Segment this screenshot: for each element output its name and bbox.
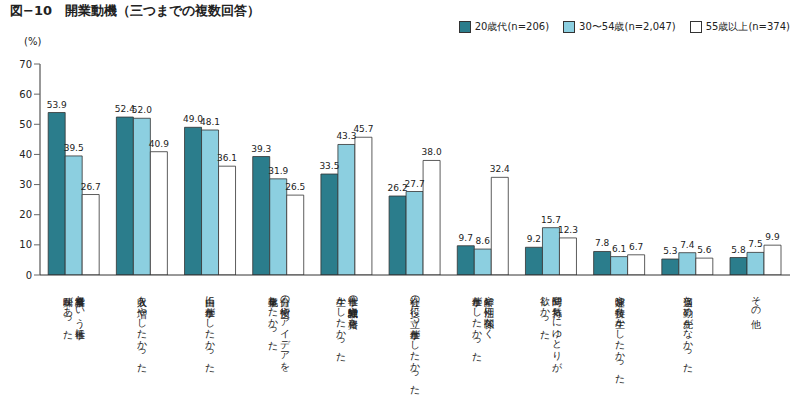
svg-text:39.5: 39.5 bbox=[64, 143, 84, 153]
svg-text:52.4: 52.4 bbox=[114, 104, 135, 115]
svg-text:事業化したかった: 事業化したかった bbox=[267, 289, 278, 351]
svg-text:6.1: 6.1 bbox=[612, 244, 626, 254]
svg-text:社会の役に立つ仕事がしたかった: 社会の役に立つ仕事がしたかった bbox=[409, 289, 421, 395]
svg-text:趣味や特技を生かしたかった: 趣味や特技を生かしたかった bbox=[614, 289, 625, 384]
svg-text:収入を増やしたかった: 収入を増やしたかった bbox=[137, 289, 148, 373]
svg-text:50: 50 bbox=[19, 119, 32, 130]
svg-text:7.4: 7.4 bbox=[680, 240, 695, 250]
svg-text:40: 40 bbox=[19, 149, 32, 160]
svg-text:自由に仕事がしたかった: 自由に仕事がしたかった bbox=[204, 289, 216, 373]
svg-text:7.8: 7.8 bbox=[595, 238, 610, 248]
svg-text:43.3: 43.3 bbox=[336, 131, 357, 142]
svg-text:その他: その他 bbox=[750, 289, 761, 330]
svg-text:5.6: 5.6 bbox=[697, 245, 712, 255]
svg-text:6.7: 6.7 bbox=[629, 242, 643, 252]
svg-text:8.6: 8.6 bbox=[476, 236, 491, 246]
svg-text:0: 0 bbox=[26, 270, 32, 281]
svg-text:32.4: 32.4 bbox=[490, 164, 510, 174]
svg-text:7.5: 7.5 bbox=[748, 239, 762, 249]
svg-text:48.1: 48.1 bbox=[200, 117, 220, 127]
svg-text:39.3: 39.3 bbox=[251, 144, 271, 154]
svg-text:26.7: 26.7 bbox=[81, 182, 101, 192]
svg-text:生かしたかった: 生かしたかった bbox=[335, 289, 346, 362]
svg-text:26.5: 26.5 bbox=[285, 182, 305, 192]
svg-text:仕事の経験・知識や資格を: 仕事の経験・知識や資格を bbox=[347, 289, 358, 330]
svg-text:33.5: 33.5 bbox=[319, 161, 339, 171]
svg-text:49.0: 49.0 bbox=[183, 114, 204, 125]
svg-text:5.8: 5.8 bbox=[731, 245, 746, 255]
svg-text:70: 70 bbox=[19, 59, 32, 70]
svg-text:52.0: 52.0 bbox=[132, 105, 152, 115]
html-text:30〜54歳(n=2,047): 30〜54歳(n=2,047) bbox=[579, 21, 676, 32]
svg-text:年齢や性別に関係なく: 年齢や性別に関係なく bbox=[484, 289, 495, 339]
svg-text:時間や気持ちにゆとりが: 時間や気持ちにゆとりが bbox=[551, 289, 563, 373]
svg-text:12.3: 12.3 bbox=[558, 225, 578, 235]
svg-text:9.2: 9.2 bbox=[527, 234, 541, 244]
svg-text:40.9: 40.9 bbox=[149, 139, 169, 149]
svg-text:45.7: 45.7 bbox=[353, 124, 373, 134]
svg-text:38.0: 38.0 bbox=[422, 147, 442, 157]
svg-text:27.7: 27.7 bbox=[405, 179, 425, 189]
svg-text:9.7: 9.7 bbox=[459, 233, 473, 243]
svg-text:26.2: 26.2 bbox=[387, 183, 408, 193]
svg-text:仕事がしたかった: 仕事がしたかった bbox=[471, 289, 483, 362]
svg-text:欲しかった: 欲しかった bbox=[540, 289, 551, 340]
svg-text:事業経営という仕事に: 事業経営という仕事に bbox=[75, 289, 86, 341]
svg-text:20: 20 bbox=[19, 209, 32, 220]
html-text:20歳代(n=206): 20歳代(n=206) bbox=[474, 21, 549, 32]
svg-text:自分の技術やアイデアを: 自分の技術やアイデアを bbox=[278, 289, 290, 372]
svg-text:30: 30 bbox=[19, 179, 32, 190]
svg-text:53.9: 53.9 bbox=[47, 100, 67, 110]
svg-text:5.3: 5.3 bbox=[663, 246, 677, 256]
svg-text:9.9: 9.9 bbox=[765, 232, 780, 242]
svg-text:10: 10 bbox=[19, 239, 32, 250]
html-text:55歳以上(n=374): 55歳以上(n=374) bbox=[705, 21, 790, 32]
svg-text:60: 60 bbox=[19, 89, 32, 100]
svg-text:適当な勤め先がなかった: 適当な勤め先がなかった bbox=[681, 289, 693, 373]
svg-text:36.1: 36.1 bbox=[217, 153, 237, 163]
html-text:図−10 開業動機（三つまでの複数回答）: 図−10 開業動機（三つまでの複数回答） bbox=[10, 3, 260, 18]
svg-text:興味があった: 興味があった bbox=[62, 289, 74, 340]
svg-text:15.7: 15.7 bbox=[541, 215, 561, 225]
svg-text:31.9: 31.9 bbox=[268, 166, 288, 176]
